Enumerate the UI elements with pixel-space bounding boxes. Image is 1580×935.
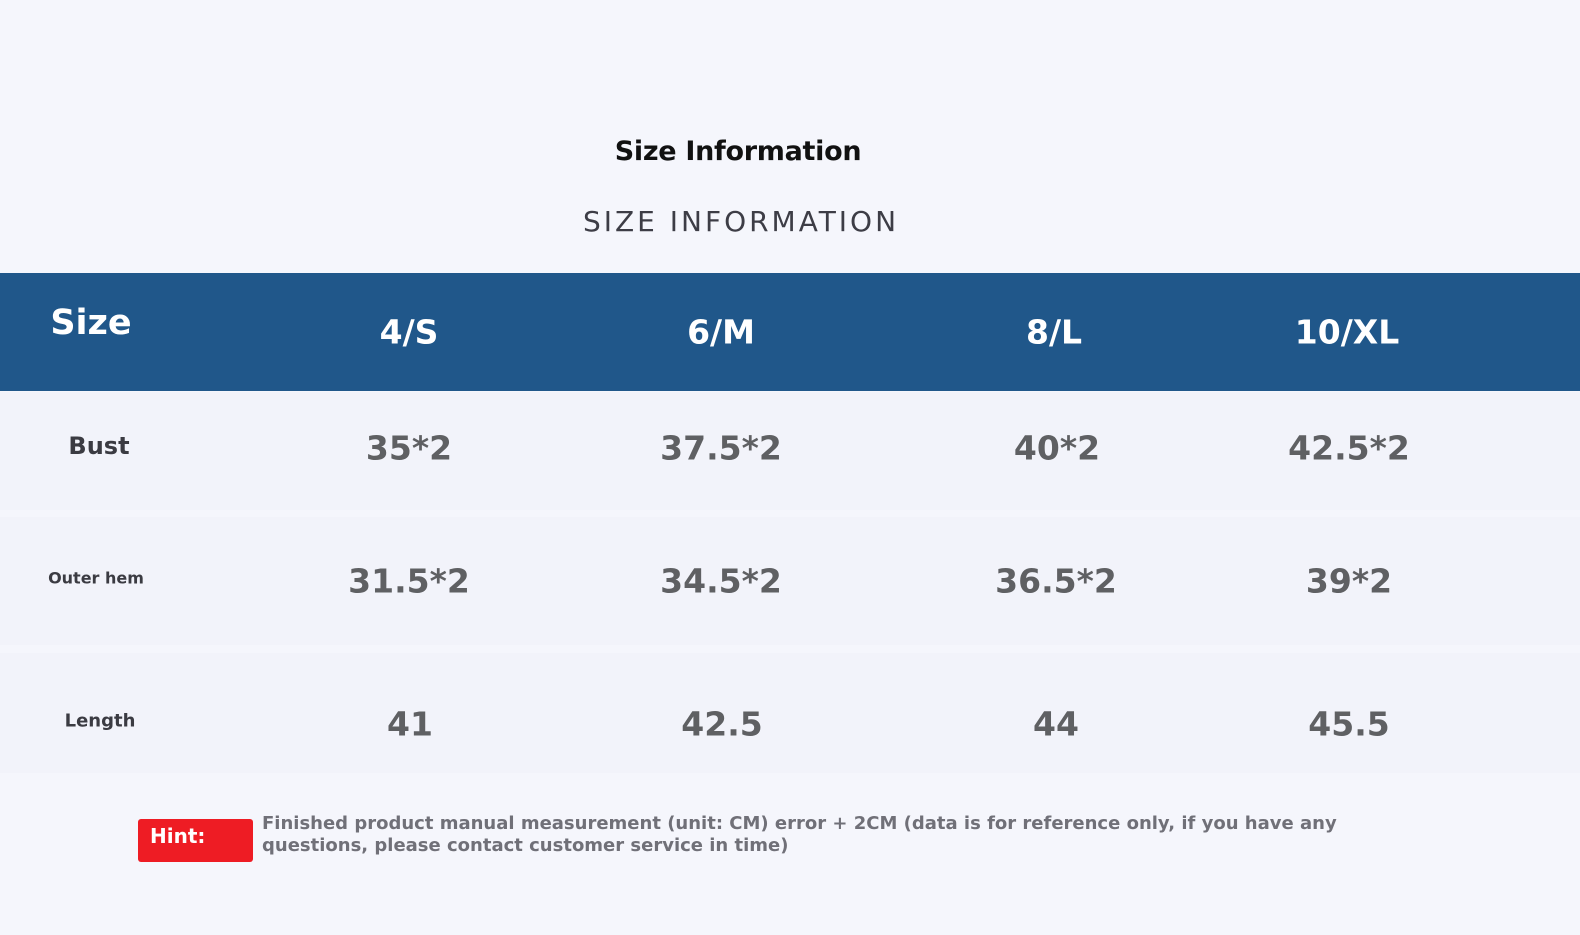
table-row: Bust 35*2 37.5*2 40*2 42.5*2 — [0, 392, 1580, 510]
table-cell: 42.5*2 — [1288, 428, 1410, 468]
hint-label: Hint: — [150, 824, 206, 848]
table-cell: 35*2 — [365, 428, 453, 468]
table-cell: 41 — [387, 704, 433, 744]
table-cell: 42.5 — [681, 704, 763, 744]
table-cell: 45.5 — [1308, 704, 1390, 744]
table-cell: 31.5*2 — [348, 561, 470, 601]
hint-note: Finished product manual measurement (uni… — [262, 813, 1337, 856]
table-cell: 39*2 — [1305, 561, 1393, 601]
table-cell: 40*2 — [1013, 428, 1101, 468]
page-title: Size Information — [614, 136, 862, 167]
header-size-s: 4/S — [379, 312, 439, 352]
page-subtitle: SIZE INFORMATION — [582, 205, 900, 238]
header-size-xl: 10/XL — [1294, 312, 1400, 352]
table-cell: 37.5*2 — [660, 428, 782, 468]
row-label-outer-hem: Outer hem — [48, 568, 144, 588]
table-row: Outer hem 31.5*2 34.5*2 36.5*2 39*2 — [0, 517, 1580, 645]
header-size-m: 6/M — [687, 312, 755, 352]
row-label-bust: Bust — [68, 432, 130, 460]
table-row: Length 41 42.5 44 45.5 — [0, 653, 1580, 773]
hint-badge: Hint: — [138, 819, 253, 862]
row-label-length: Length — [64, 710, 136, 732]
table-cell: 34.5*2 — [660, 561, 782, 601]
header-label: Size — [50, 303, 132, 343]
table-cell: 36.5*2 — [995, 561, 1117, 601]
header-size-l: 8/L — [1025, 312, 1083, 352]
table-cell: 44 — [1033, 704, 1079, 744]
table-header: Size 4/S 6/M 8/L 10/XL — [0, 273, 1580, 391]
